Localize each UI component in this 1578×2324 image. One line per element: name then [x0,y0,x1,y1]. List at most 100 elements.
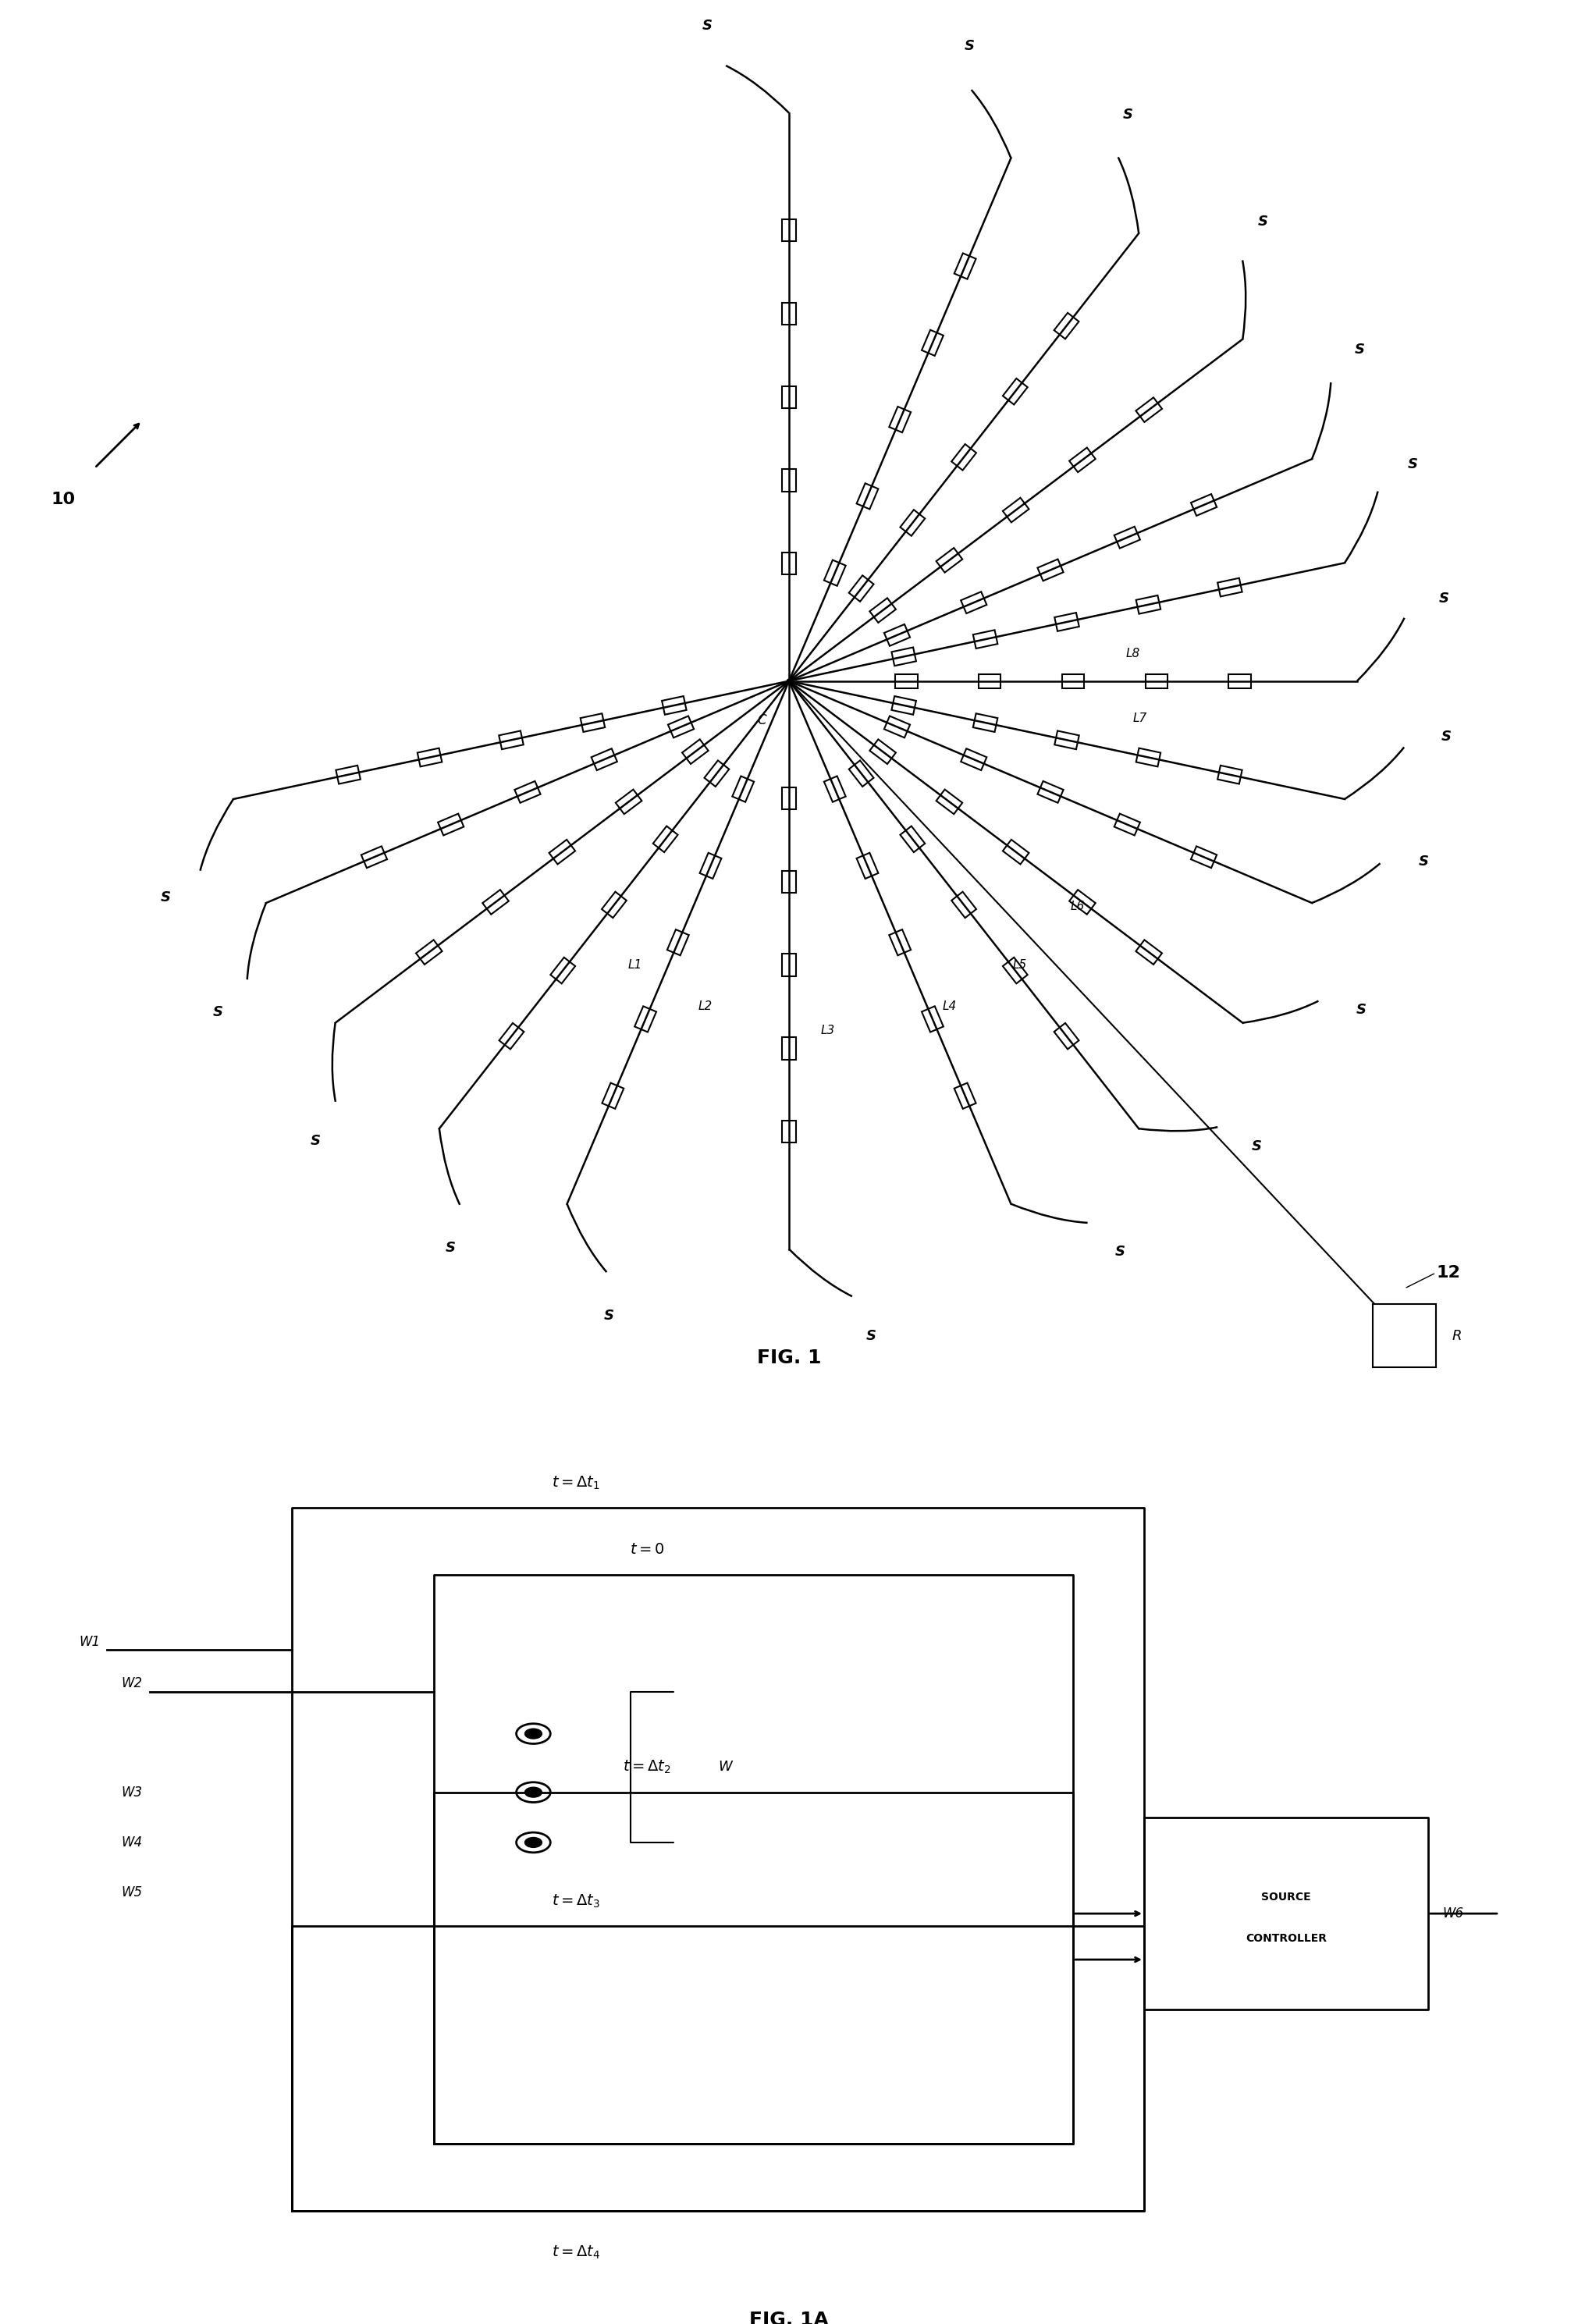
Polygon shape [1002,497,1029,523]
Polygon shape [1146,674,1168,688]
Text: L2: L2 [699,999,713,1011]
Circle shape [525,1729,541,1738]
Text: W6: W6 [1442,1906,1463,1920]
Polygon shape [1054,314,1079,339]
Polygon shape [952,444,977,469]
Polygon shape [936,790,963,813]
Polygon shape [1114,813,1139,834]
Text: $t=0$: $t=0$ [630,1543,664,1557]
Polygon shape [783,302,797,325]
Polygon shape [1191,495,1217,516]
Text: W: W [718,1759,732,1773]
Polygon shape [667,716,694,737]
Polygon shape [551,957,576,983]
Polygon shape [922,1006,944,1032]
Text: S: S [1442,730,1452,744]
Text: $t=\Delta t_4$: $t=\Delta t_4$ [552,2245,600,2261]
Polygon shape [1218,765,1242,783]
Polygon shape [615,790,642,813]
Polygon shape [483,890,508,913]
Text: S: S [1116,1246,1125,1260]
Polygon shape [884,625,911,646]
Polygon shape [974,713,997,732]
Polygon shape [1136,595,1160,614]
Polygon shape [1070,449,1095,472]
Polygon shape [1136,939,1161,964]
Polygon shape [849,576,874,602]
Text: W4: W4 [122,1836,142,1850]
Text: S: S [1439,593,1449,607]
Text: $t=\Delta t_3$: $t=\Delta t_3$ [552,1892,600,1910]
Text: S: S [161,890,170,904]
Polygon shape [781,553,797,574]
Text: W2: W2 [122,1676,142,1690]
Text: SOURCE: SOURCE [1261,1892,1311,1903]
Text: R: R [1452,1329,1461,1343]
Polygon shape [955,1083,975,1109]
Text: L6: L6 [1070,902,1084,913]
Polygon shape [1114,528,1139,548]
Circle shape [525,1787,541,1796]
Polygon shape [336,765,360,783]
Polygon shape [634,1006,656,1032]
Polygon shape [978,674,1000,688]
Text: 12: 12 [1436,1264,1460,1281]
Text: S: S [964,40,975,53]
Polygon shape [1002,379,1027,404]
Polygon shape [936,548,963,572]
Text: L7: L7 [1133,713,1147,725]
Text: S: S [1357,1002,1367,1016]
Polygon shape [783,1120,797,1143]
Text: S: S [866,1329,876,1343]
Polygon shape [783,218,797,242]
Text: $t=\Delta t_1$: $t=\Delta t_1$ [552,1473,600,1492]
Text: CONTROLLER: CONTROLLER [1245,1934,1327,1945]
Polygon shape [899,509,925,537]
Polygon shape [1002,839,1029,865]
Polygon shape [783,386,797,409]
Polygon shape [1229,674,1251,688]
Text: L5: L5 [1013,960,1027,971]
Polygon shape [592,748,617,769]
Polygon shape [682,739,709,765]
Polygon shape [892,648,917,665]
Text: FIG. 1A: FIG. 1A [750,2310,828,2324]
Polygon shape [824,776,846,802]
Polygon shape [783,872,797,892]
Polygon shape [581,713,604,732]
Text: L4: L4 [942,999,956,1011]
Text: L3: L3 [821,1025,835,1037]
Polygon shape [888,407,911,432]
Polygon shape [824,560,846,586]
Text: S: S [1408,458,1417,472]
Polygon shape [974,630,997,648]
Circle shape [525,1838,541,1848]
Polygon shape [499,730,524,748]
Polygon shape [1136,748,1160,767]
Polygon shape [699,853,721,878]
Text: S: S [1419,855,1430,869]
Text: S: S [702,19,712,33]
Polygon shape [781,788,797,809]
Polygon shape [892,697,917,716]
Polygon shape [667,930,690,955]
Polygon shape [869,739,896,765]
Polygon shape [514,781,541,802]
Polygon shape [1191,846,1217,867]
Polygon shape [857,853,879,878]
Polygon shape [783,953,797,976]
Polygon shape [653,825,679,853]
Polygon shape [955,253,975,279]
Text: L8: L8 [1127,648,1141,660]
Text: W1: W1 [79,1634,99,1648]
Polygon shape [1218,579,1242,597]
Polygon shape [884,716,911,737]
Polygon shape [783,469,797,490]
Text: S: S [311,1134,320,1148]
Text: S: S [445,1241,456,1255]
Text: L1: L1 [628,960,642,971]
Polygon shape [869,597,896,623]
Text: W5: W5 [122,1885,142,1899]
Polygon shape [895,674,917,688]
Polygon shape [1136,397,1161,423]
